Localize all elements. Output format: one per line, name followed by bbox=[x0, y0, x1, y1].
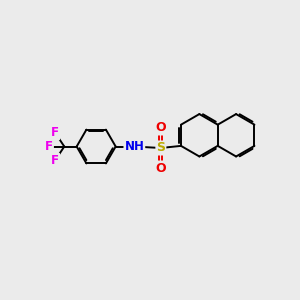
Text: O: O bbox=[156, 122, 166, 134]
Text: O: O bbox=[156, 161, 166, 175]
Text: S: S bbox=[156, 142, 165, 154]
Text: F: F bbox=[51, 126, 59, 139]
Text: F: F bbox=[51, 154, 59, 167]
Text: F: F bbox=[45, 140, 53, 153]
Text: NH: NH bbox=[124, 140, 144, 153]
